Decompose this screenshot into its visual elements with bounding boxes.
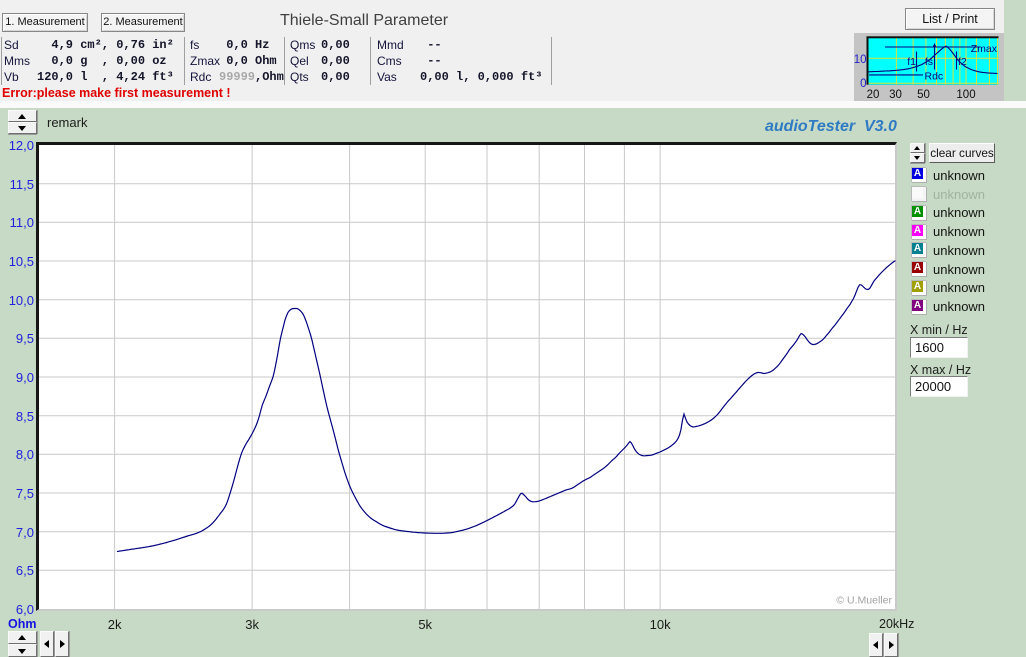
svg-text:f1: f1: [907, 56, 916, 68]
svg-text:0: 0: [860, 78, 866, 90]
svg-text:50: 50: [917, 89, 930, 101]
svg-text:Rdc: Rdc: [925, 71, 944, 83]
svg-text:10: 10: [854, 54, 867, 66]
svg-text:100: 100: [956, 89, 975, 101]
svg-text:20: 20: [867, 89, 880, 101]
svg-text:fs: fs: [925, 56, 933, 68]
svg-text:30: 30: [889, 89, 902, 101]
svg-text:© U.Mueller: © U.Mueller: [836, 595, 892, 607]
svg-text:Zmax: Zmax: [971, 43, 998, 55]
svg-text:f2: f2: [958, 56, 967, 68]
